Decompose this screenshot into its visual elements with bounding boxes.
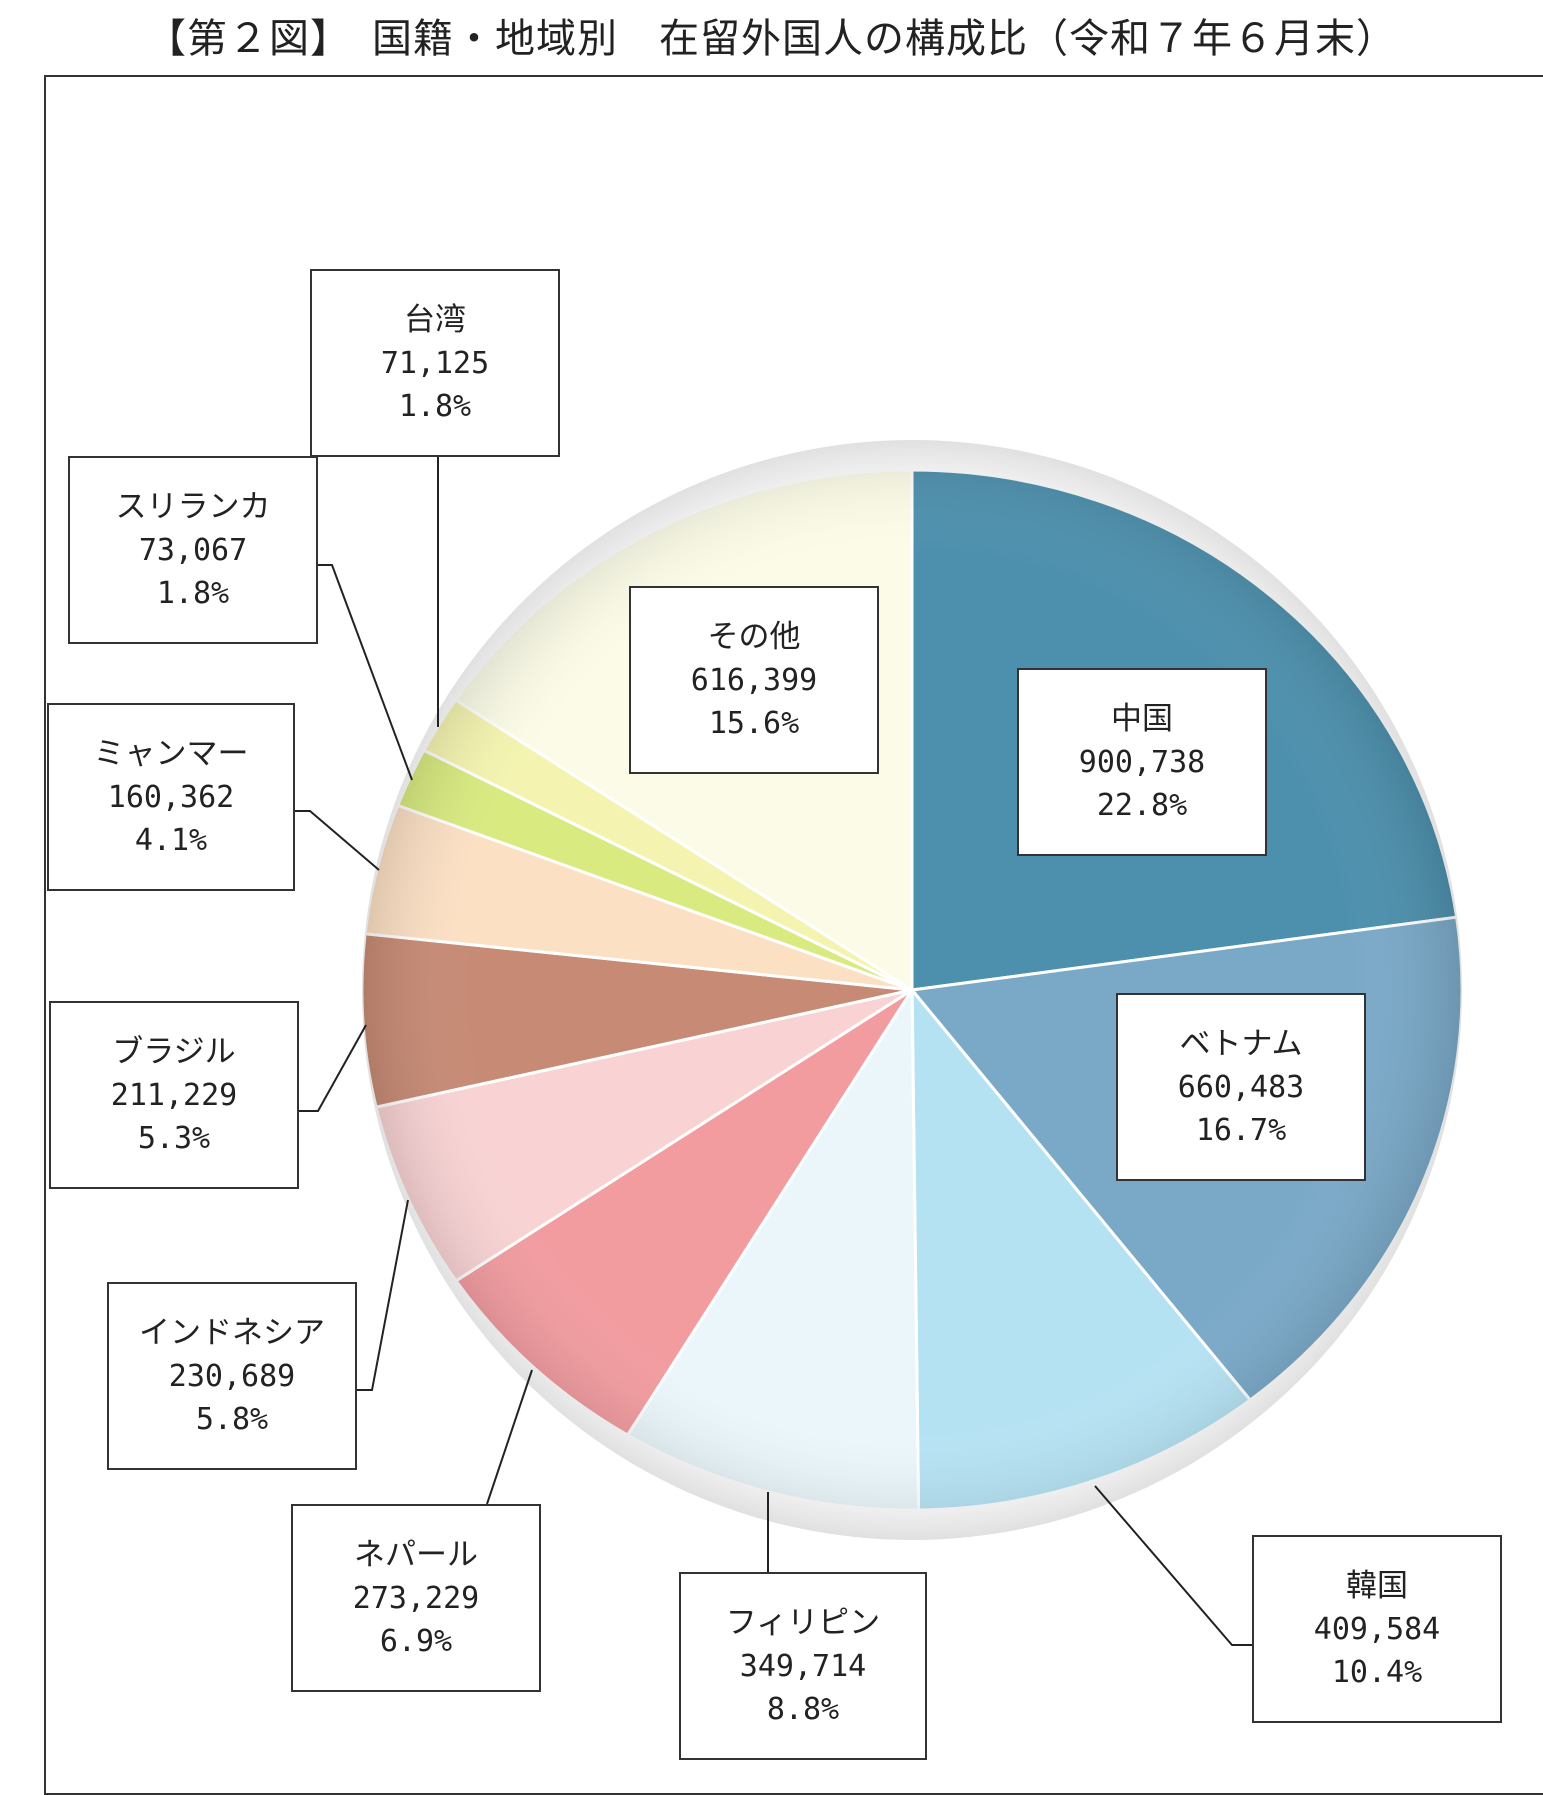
slice-name: その他 [707, 618, 801, 655]
slice-label-6: ブラジル 211,229 5.3% [49, 1001, 299, 1189]
slice-percent: 5.3% [137, 1120, 211, 1156]
slice-name: ネパール [354, 1536, 478, 1573]
slice-name: 台湾 [404, 301, 466, 338]
slice-value: 660,483 [1177, 1069, 1305, 1105]
slice-percent: 16.7% [1195, 1112, 1287, 1148]
slice-label-2: 韓国 409,584 10.4% [1252, 1535, 1502, 1723]
slice-name: スリランカ [115, 488, 271, 525]
leader-line-7 [295, 810, 380, 871]
slice-label-3: フィリピン 349,714 8.8% [679, 1572, 927, 1760]
slice-name: 韓国 [1346, 1567, 1408, 1604]
slice-percent: 1.8% [398, 388, 472, 424]
leader-line-2 [1094, 1485, 1252, 1646]
slice-percent: 1.8% [156, 575, 230, 611]
slice-name: インドネシア [139, 1314, 325, 1351]
leader-line-8 [318, 564, 413, 781]
slice-name: ブラジル [112, 1033, 236, 1070]
slice-value: 616,399 [690, 662, 818, 698]
slice-value: 900,738 [1078, 744, 1206, 780]
slice-label-1: ベトナム 660,483 16.7% [1116, 993, 1366, 1181]
slice-label-8: スリランカ 73,067 1.8% [68, 456, 318, 644]
slice-label-9: 台湾 71,125 1.8% [310, 269, 560, 457]
slice-label-7: ミャンマー 160,362 4.1% [47, 703, 295, 891]
slice-label-4: ネパール 273,229 6.9% [291, 1504, 541, 1692]
slice-value: 273,229 [352, 1580, 480, 1616]
slice-value: 71,125 [380, 345, 490, 381]
slice-name: ミャンマー [93, 735, 249, 772]
slice-value: 211,229 [110, 1077, 238, 1113]
slice-name: ベトナム [1179, 1025, 1303, 1062]
slice-percent: 5.8% [195, 1401, 269, 1437]
slice-name: 中国 [1111, 700, 1173, 737]
slice-percent: 8.8% [766, 1691, 840, 1727]
leader-line-4 [486, 1369, 533, 1505]
slice-value: 73,067 [138, 532, 248, 568]
slice-percent: 4.1% [134, 822, 208, 858]
slice-percent: 10.4% [1331, 1654, 1423, 1690]
slice-percent: 15.6% [708, 705, 800, 741]
slice-value: 409,584 [1313, 1611, 1441, 1647]
slice-label-0: 中国 900,738 22.8% [1017, 668, 1267, 856]
slice-value: 230,689 [168, 1358, 296, 1394]
slice-name: フィリピン [725, 1604, 881, 1641]
slice-value: 160,362 [107, 779, 235, 815]
chart-title: 【第２図】 国籍・地域別 在留外国人の構成比（令和７年６月末） [146, 16, 1397, 62]
slice-percent: 6.9% [379, 1623, 453, 1659]
leader-line-6 [299, 1024, 367, 1112]
slice-label-10: その他 616,399 15.6% [629, 586, 879, 774]
leader-line-5 [357, 1199, 409, 1391]
slice-label-5: インドネシア 230,689 5.8% [107, 1282, 357, 1470]
slice-value: 349,714 [739, 1648, 867, 1684]
slice-percent: 22.8% [1096, 787, 1188, 823]
